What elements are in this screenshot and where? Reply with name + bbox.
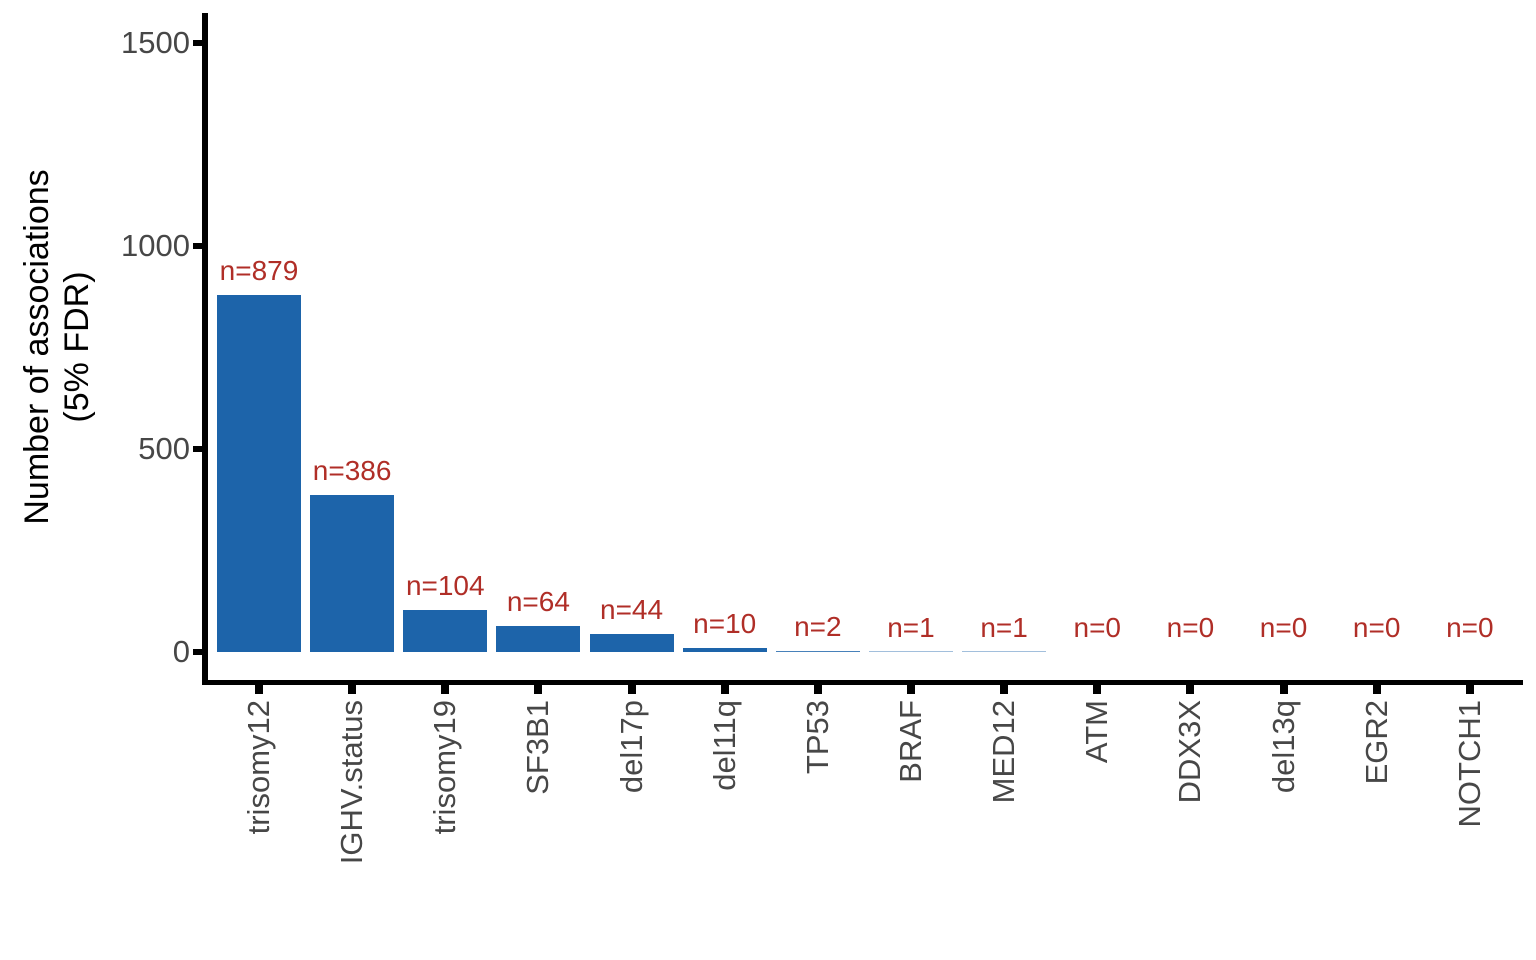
bar-count-label: n=386 bbox=[312, 455, 392, 487]
y-tick-mark bbox=[193, 40, 202, 47]
y-axis-line bbox=[202, 13, 208, 685]
bar-count-label: n=0 bbox=[1352, 612, 1401, 643]
x-tick-label-text: trisomy12 bbox=[241, 700, 276, 835]
y-tick-mark bbox=[193, 446, 202, 453]
x-tick-mark bbox=[1465, 685, 1474, 694]
bar-count-label: n=0 bbox=[1166, 612, 1215, 643]
bar-count-label: n=1 bbox=[887, 611, 935, 643]
bar-del17p bbox=[589, 634, 674, 652]
x-tick-label-text: ATM bbox=[1079, 700, 1115, 764]
bar-count-label: n=64 bbox=[506, 586, 570, 618]
x-tick-mark bbox=[1279, 685, 1288, 694]
bar-count-label: n=879 bbox=[219, 255, 299, 287]
x-tick-label-text: del11q bbox=[706, 700, 742, 791]
x-tick-mark bbox=[1000, 685, 1009, 694]
x-tick-label-text: del13q bbox=[1265, 700, 1301, 794]
x-tick-label-text: MED12 bbox=[986, 700, 1022, 804]
x-tick-mark bbox=[441, 685, 450, 694]
x-tick-label-text: trisomy19 bbox=[427, 700, 463, 835]
y-tick-mark bbox=[193, 243, 202, 250]
x-tick-mark bbox=[627, 685, 636, 694]
x-tick-label-text: IGHV.status bbox=[334, 700, 370, 865]
x-tick-label-text: BRAF bbox=[892, 700, 928, 783]
x-tick-mark bbox=[906, 685, 915, 694]
x-tick-mark bbox=[348, 685, 357, 694]
bar-BRAF bbox=[868, 651, 953, 652]
bar-MED12 bbox=[962, 651, 1047, 652]
bar-count-label: n=1 bbox=[980, 611, 1028, 643]
bar-count-label: n=44 bbox=[600, 594, 664, 626]
x-tick-label-text: del17p bbox=[613, 700, 649, 794]
x-tick-label-text: TP53 bbox=[799, 700, 835, 775]
x-axis-line bbox=[202, 680, 1523, 685]
x-tick-mark bbox=[720, 685, 729, 694]
y-axis-title: Number of associations (5% FDR) bbox=[17, 117, 97, 577]
bar-trisomy19 bbox=[403, 609, 488, 652]
x-tick-mark bbox=[1093, 685, 1102, 694]
x-tick-mark bbox=[1372, 685, 1381, 694]
y-axis-title-line1: Number of associations bbox=[18, 168, 56, 525]
bar-count-label: n=0 bbox=[1073, 612, 1122, 643]
y-tick-label: 0 bbox=[172, 634, 190, 669]
x-tick-mark bbox=[813, 685, 822, 694]
y-tick-label: 1000 bbox=[121, 228, 190, 264]
y-axis-title-line2: (5% FDR) bbox=[58, 270, 96, 423]
bar-count-label: n=0 bbox=[1259, 612, 1308, 643]
x-tick-mark bbox=[255, 685, 263, 694]
bar-TP53 bbox=[775, 651, 860, 652]
y-tick-label: 1500 bbox=[121, 25, 190, 61]
x-tick-label-text: EGR2 bbox=[1358, 700, 1394, 785]
bar-count-label: n=104 bbox=[405, 569, 485, 601]
bar-SF3B1 bbox=[496, 626, 581, 652]
bar-count-label: n=0 bbox=[1446, 612, 1494, 643]
bar-del11q bbox=[682, 647, 767, 652]
bar-count-label: n=2 bbox=[794, 611, 842, 643]
x-tick-label-text: SF3B1 bbox=[520, 700, 556, 795]
bar-trisomy12 bbox=[217, 295, 301, 652]
bar-IGHV.status bbox=[310, 495, 395, 652]
bar-count-label: n=10 bbox=[693, 607, 757, 639]
y-tick-label: 500 bbox=[138, 431, 190, 467]
x-tick-mark bbox=[1186, 685, 1195, 694]
x-tick-label-text: NOTCH1 bbox=[1451, 700, 1487, 828]
x-tick-label-text: DDX3X bbox=[1172, 700, 1208, 804]
x-tick-mark bbox=[534, 685, 543, 694]
y-tick-mark bbox=[193, 649, 202, 655]
